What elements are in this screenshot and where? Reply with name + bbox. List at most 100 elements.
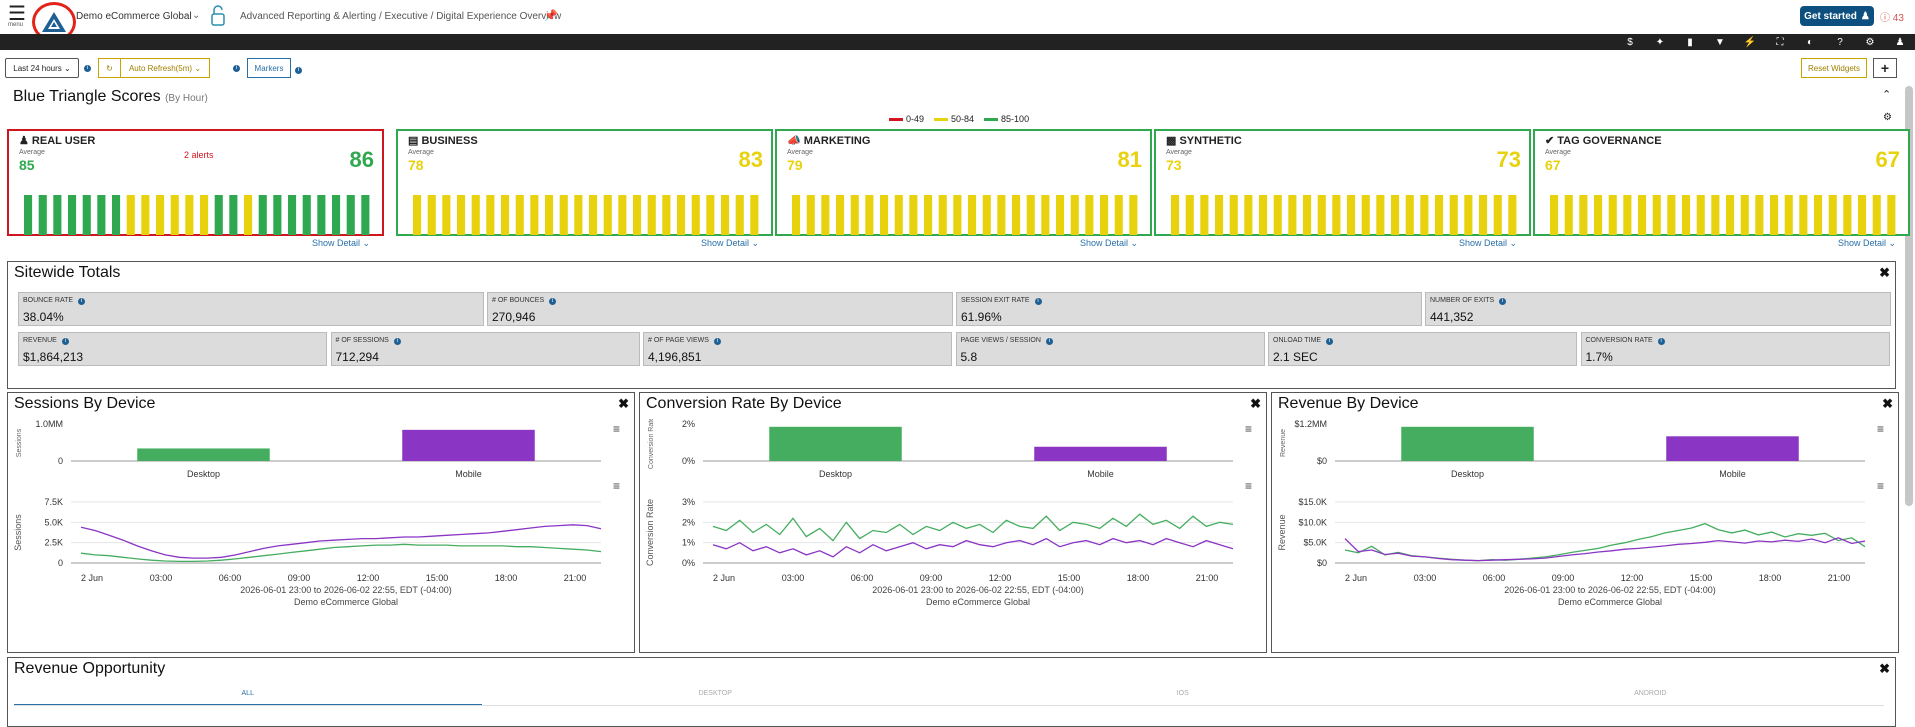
hourly-score-bar[interactable] <box>258 195 267 235</box>
hourly-score-bar[interactable] <box>1435 195 1444 235</box>
hourly-score-bar[interactable] <box>530 195 539 235</box>
chart-menu-icon[interactable]: ≡ <box>613 479 620 493</box>
lock-icon[interactable] <box>210 4 226 28</box>
line-series[interactable] <box>1344 537 1866 562</box>
show-detail-link[interactable]: Show Detail ⌄ <box>701 238 759 249</box>
hourly-score-bar[interactable] <box>1332 195 1341 235</box>
score-card-business[interactable]: ▤ BUSINESS Average 78 83 <box>396 129 773 236</box>
hourly-score-bar[interactable] <box>1085 195 1094 235</box>
hourly-score-bar[interactable] <box>647 195 656 235</box>
hourly-score-bar[interactable] <box>1391 195 1400 235</box>
hourly-score-bar[interactable] <box>317 195 326 235</box>
info-icon[interactable]: i <box>295 67 302 74</box>
hourly-score-bar[interactable] <box>486 195 495 235</box>
hourly-score-bar[interactable] <box>1594 195 1603 235</box>
hourly-score-bar[interactable] <box>1185 195 1194 235</box>
close-icon[interactable]: ✖ <box>1250 396 1261 411</box>
hourly-score-bar[interactable] <box>1026 195 1035 235</box>
hourly-score-bar[interactable] <box>288 195 297 235</box>
dollar-icon[interactable]: $ <box>1627 36 1633 48</box>
hourly-score-bar[interactable] <box>938 195 947 235</box>
hourly-score-bar[interactable] <box>141 195 150 235</box>
hourly-score-bar[interactable] <box>953 195 962 235</box>
info-icon[interactable]: i <box>1657 338 1665 345</box>
user-icon[interactable]: ♟ <box>1895 36 1905 48</box>
score-card-real-user[interactable]: ♟ REAL USER Average 85 86 2 alerts <box>7 129 384 236</box>
hourly-score-bar[interactable] <box>1347 195 1356 235</box>
hourly-score-bar[interactable] <box>413 195 422 235</box>
hourly-score-bar[interactable] <box>1784 195 1793 235</box>
hourly-score-bar[interactable] <box>1726 195 1735 235</box>
hourly-score-bar[interactable] <box>865 195 874 235</box>
hamburger-menu-icon[interactable]: ☰ <box>8 3 26 25</box>
hourly-score-bar[interactable] <box>589 195 598 235</box>
hourly-score-bar[interactable] <box>214 195 223 235</box>
chart-menu-icon[interactable]: ≡ <box>1245 479 1252 493</box>
hourly-score-bar[interactable] <box>1200 195 1209 235</box>
breadcrumb[interactable]: Advanced Reporting & Alerting / Executiv… <box>240 11 562 22</box>
hourly-score-bar[interactable] <box>112 195 121 235</box>
info-icon[interactable]: i <box>1499 298 1507 305</box>
hourly-score-bar[interactable] <box>200 195 209 235</box>
hourly-score-bar[interactable] <box>982 195 991 235</box>
hourly-score-bar[interactable] <box>559 195 568 235</box>
reset-widgets-button[interactable]: Reset Widgets <box>1801 58 1867 78</box>
hourly-score-bar[interactable] <box>997 195 1006 235</box>
time-range-dropdown[interactable]: Last 24 hours ⌄ <box>5 58 79 78</box>
chart-menu-icon[interactable]: ≡ <box>1245 422 1252 436</box>
hourly-score-bar[interactable] <box>1420 195 1429 235</box>
hourly-score-bar[interactable] <box>1579 195 1588 235</box>
hourly-score-bar[interactable] <box>924 195 933 235</box>
collapse-icon[interactable]: ⌃ <box>1882 89 1892 101</box>
tab-android[interactable]: ANDROID <box>1634 690 1667 697</box>
hourly-score-bar[interactable] <box>361 195 370 235</box>
get-started-button[interactable]: Get started ♟ <box>1800 6 1874 26</box>
info-icon[interactable]: i <box>549 298 557 305</box>
bar-desktop[interactable] <box>769 426 902 461</box>
hourly-score-bar[interactable] <box>1843 195 1852 235</box>
hourly-score-bar[interactable] <box>1858 195 1867 235</box>
hourly-score-bar[interactable] <box>427 195 436 235</box>
show-detail-link[interactable]: Show Detail ⌄ <box>312 238 370 249</box>
app-switcher[interactable]: Demo eCommerce Global <box>76 11 192 22</box>
hourly-score-bar[interactable] <box>53 195 62 235</box>
hourly-score-bar[interactable] <box>1041 195 1050 235</box>
hourly-score-bar[interactable] <box>1317 195 1326 235</box>
chart-menu-icon[interactable]: ≡ <box>613 422 620 436</box>
hourly-score-bar[interactable] <box>1259 195 1268 235</box>
hourly-score-bar[interactable] <box>1056 195 1065 235</box>
bolt-icon[interactable]: ⚡ <box>1743 36 1757 48</box>
hourly-score-bar[interactable] <box>633 195 642 235</box>
hourly-score-bar[interactable] <box>170 195 179 235</box>
chart-menu-icon[interactable]: ≡ <box>1877 479 1884 493</box>
alerts-link[interactable]: 2 alerts <box>184 150 214 160</box>
tab-all[interactable]: ALL <box>14 690 482 706</box>
contrast-icon[interactable]: ◐ <box>1806 36 1814 48</box>
hourly-score-bar[interactable] <box>1608 195 1617 235</box>
metric-tile[interactable]: CONVERSION RATE i 1.7% <box>1580 332 1890 366</box>
info-icon[interactable]: i <box>78 298 86 305</box>
hourly-score-bar[interactable] <box>909 195 918 235</box>
hourly-score-bar[interactable] <box>1667 195 1676 235</box>
tab-desktop[interactable]: DESKTOP <box>698 690 732 697</box>
hourly-score-bar[interactable] <box>691 195 700 235</box>
fullscreen-icon[interactable]: ⛶ <box>1776 36 1784 48</box>
metric-tile[interactable]: # OF BOUNCES i 270,946 <box>487 292 953 326</box>
hourly-score-bar[interactable] <box>1244 195 1253 235</box>
hourly-score-bar[interactable] <box>273 195 282 235</box>
hourly-score-bar[interactable] <box>1114 195 1123 235</box>
hourly-score-bar[interactable] <box>156 195 165 235</box>
hourly-score-bar[interactable] <box>677 195 686 235</box>
metric-tile[interactable]: # OF PAGE VIEWS i 4,196,851 <box>643 332 952 366</box>
hourly-score-bar[interactable] <box>332 195 341 235</box>
score-card-marketing[interactable]: 📣 MARKETING Average 79 81 <box>775 129 1152 236</box>
markers-button[interactable]: Markers <box>247 58 291 78</box>
line-series[interactable] <box>712 513 1234 542</box>
hourly-score-bar[interactable] <box>501 195 510 235</box>
hourly-score-bar[interactable] <box>806 195 815 235</box>
close-icon[interactable]: ✖ <box>1879 265 1890 280</box>
hourly-score-bar[interactable] <box>1638 195 1647 235</box>
hourly-score-bar[interactable] <box>662 195 671 235</box>
bar-mobile[interactable] <box>1034 446 1167 461</box>
hourly-score-bar[interactable] <box>1652 195 1661 235</box>
